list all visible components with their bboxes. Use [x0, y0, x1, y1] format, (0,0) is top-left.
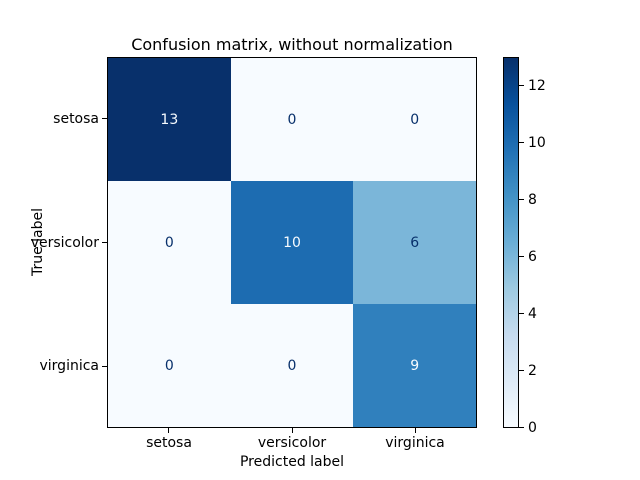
colorbar-tick-mark [519, 256, 524, 257]
x-tick-mark [168, 428, 169, 433]
chart-title: Confusion matrix, without normalization [131, 35, 453, 54]
colorbar-tick-mark [519, 313, 524, 314]
cell-r2c2: 9 [353, 304, 476, 427]
x-tick-label-versicolor: versicolor [257, 435, 327, 451]
heatmap-plot-area: 13 0 0 0 10 6 0 0 9 [107, 57, 477, 428]
x-axis-label: Predicted label [239, 454, 345, 470]
y-tick-mark [102, 118, 107, 119]
colorbar-tick-mark [519, 85, 524, 86]
colorbar-tick-mark [519, 199, 524, 200]
colorbar-tick-label-2: 2 [528, 363, 537, 379]
cell-r0c2: 0 [353, 58, 476, 181]
colorbar-tick-label-12: 12 [528, 78, 546, 94]
x-tick-label-setosa: setosa [146, 435, 192, 451]
cell-r0c1: 0 [230, 58, 354, 181]
colorbar-gradient [503, 57, 519, 428]
cell-r0c0: 13 [108, 58, 231, 181]
colorbar-tick-label-4: 4 [528, 306, 537, 322]
cell-r2c1: 0 [230, 304, 354, 427]
y-tick-mark [102, 366, 107, 367]
cell-r1c1: 10 [230, 181, 354, 304]
y-tick-label-versicolor: versicolor [30, 235, 99, 251]
y-axis-label: True label [30, 207, 46, 277]
colorbar-tick-mark [519, 427, 524, 428]
cell-r1c2: 6 [353, 181, 476, 304]
x-tick-label-virginica: virginica [385, 435, 445, 451]
cell-r1c0: 0 [108, 181, 231, 304]
x-tick-mark [415, 428, 416, 433]
colorbar-tick-label-6: 6 [528, 249, 537, 265]
x-tick-mark [292, 428, 293, 433]
y-tick-label-setosa: setosa [53, 111, 99, 127]
cell-r2c0: 0 [108, 304, 231, 427]
colorbar-tick-label-8: 8 [528, 192, 537, 208]
colorbar-tick-mark [519, 142, 524, 143]
colorbar-tick-label-10: 10 [528, 135, 546, 151]
colorbar-tick-label-0: 0 [528, 420, 537, 436]
colorbar-tick-mark [519, 370, 524, 371]
y-tick-label-virginica: virginica [39, 358, 100, 374]
y-tick-mark [102, 242, 107, 243]
